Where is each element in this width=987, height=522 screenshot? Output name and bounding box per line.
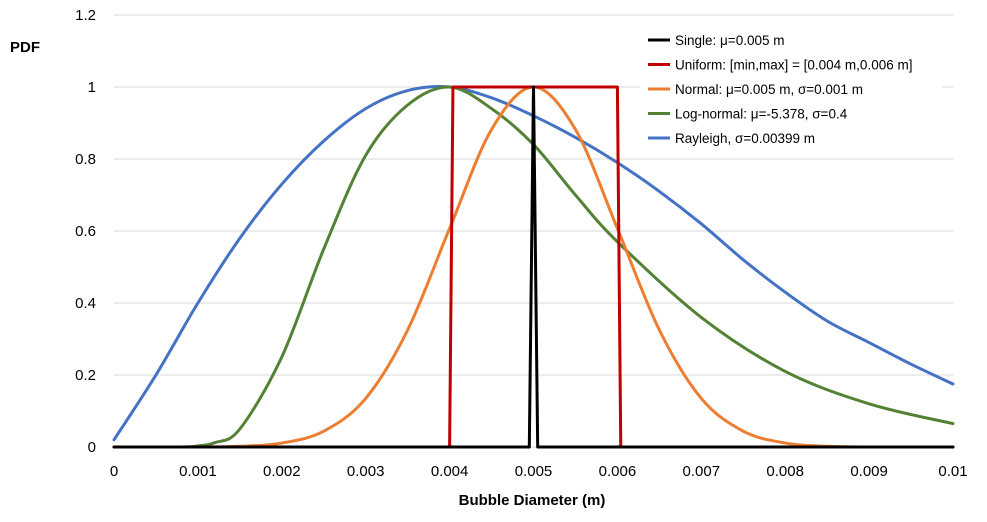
x-tick-label: 0.004 — [431, 463, 469, 480]
legend-entry: Uniform: [min,max] = [0.004 m,0.006 m] — [675, 58, 912, 73]
x-tick-label: 0.002 — [263, 463, 301, 480]
x-tick-label: 0.009 — [850, 463, 888, 480]
series-line-4 — [112, 85, 955, 442]
x-tick-label: 0 — [110, 463, 118, 480]
y-tick-labels: 0 0.2 0.4 0.6 0.8 1 1.2 — [75, 7, 96, 456]
y-tick-label: 0.8 — [75, 151, 96, 168]
legend-background — [640, 27, 942, 149]
y-axis-title: PDF — [10, 39, 40, 56]
x-tick-label: 0.008 — [766, 463, 804, 480]
x-tick-label: 0.003 — [347, 463, 385, 480]
y-tick-label: 1 — [88, 79, 96, 96]
y-tick-label: 0.4 — [75, 295, 96, 312]
x-tick-label: 0.001 — [179, 463, 217, 480]
legend-entry: Rayleigh, σ=0.00399 m — [675, 131, 815, 146]
y-tick-label: 0.6 — [75, 223, 96, 240]
legend-entry: Normal: μ=0.005 m, σ=0.001 m — [675, 82, 863, 97]
y-tick-label: 1.2 — [75, 7, 96, 24]
series-line-3 — [112, 85, 955, 449]
legend: Single: μ=0.005 m Uniform: [min,max] = [0… — [640, 27, 942, 149]
x-tick-label: 0.01 — [938, 463, 967, 480]
series-layer — [112, 85, 955, 449]
y-tick-label: 0 — [88, 439, 96, 456]
series-line-0 — [112, 85, 955, 449]
series-line-2 — [112, 85, 955, 449]
y-tick-label: 0.2 — [75, 367, 96, 384]
legend-entry: Single: μ=0.005 m — [675, 33, 784, 48]
x-tick-label: 0.005 — [515, 463, 553, 480]
legend-entry: Log-normal: μ=-5.378, σ=0.4 — [675, 107, 848, 122]
x-tick-label: 0.006 — [599, 463, 637, 480]
x-axis-title: Bubble Diameter (m) — [459, 492, 606, 509]
x-tick-label: 0.007 — [683, 463, 721, 480]
x-tick-labels: 0 0.001 0.002 0.003 0.004 0.005 0.006 0.007 0.00… — [110, 463, 968, 480]
